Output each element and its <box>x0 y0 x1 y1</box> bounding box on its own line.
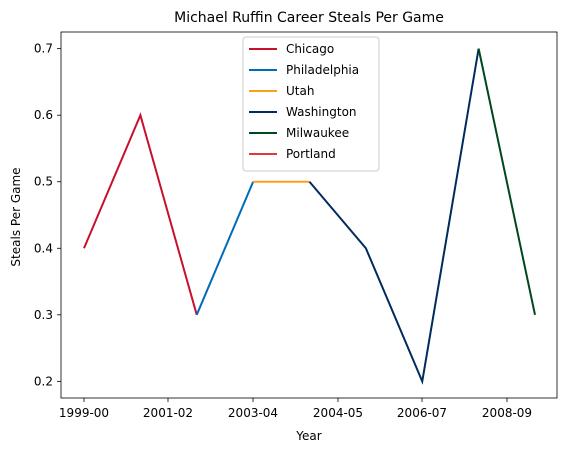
x-tick-label: 2003-04 <box>228 406 278 420</box>
legend-label: Washington <box>286 105 357 119</box>
x-tick-label: 2006-07 <box>397 406 447 420</box>
y-tick-label: 0.7 <box>34 42 53 56</box>
x-tick-label: 2001-02 <box>143 406 193 420</box>
legend-label: Philadelphia <box>286 63 359 77</box>
y-tick-label: 0.2 <box>34 374 53 388</box>
x-axis-label: Year <box>295 429 321 443</box>
y-tick-label: 0.3 <box>34 308 53 322</box>
legend-label: Milwaukee <box>286 126 349 140</box>
x-tick-label: 1999-00 <box>59 406 109 420</box>
y-axis-label: Steals Per Game <box>9 167 23 266</box>
y-tick-label: 0.4 <box>34 241 53 255</box>
legend-label: Chicago <box>286 42 334 56</box>
series-line-chicago <box>83 112 198 316</box>
series-line-washington <box>308 48 480 385</box>
x-tick-label: 2004-05 <box>313 406 363 420</box>
x-axis: 1999-00 2001-02 2003-04 2004-05 2006-07 2008-… <box>59 398 532 420</box>
plot-lines <box>83 48 536 385</box>
series-line-philadelphia <box>195 181 255 316</box>
y-tick-label: 0.6 <box>34 108 53 122</box>
legend-label: Portland <box>286 147 336 161</box>
legend-label: Utah <box>286 84 314 98</box>
y-tick-label: 0.5 <box>34 175 53 189</box>
series-line-milwaukee <box>477 48 536 316</box>
plot-frame <box>60 31 558 399</box>
chart-title: Michael Ruffin Career Steals Per Game <box>174 10 444 26</box>
legend: Chicago Philadelphia Utah Washington Milwauk… <box>242 36 380 172</box>
x-tick-label: 2008-09 <box>482 406 532 420</box>
y-axis: 0.2 0.3 0.4 0.5 0.6 0.7 <box>34 42 61 388</box>
